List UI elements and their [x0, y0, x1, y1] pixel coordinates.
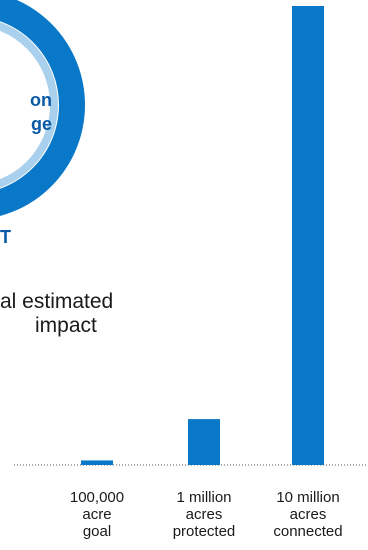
category-label-0-line-2: goal [82, 523, 112, 540]
category-label-2: 10 million acres connected [266, 489, 350, 540]
impact-subtitle-line-2: impact [35, 314, 97, 337]
impact-subtitle-line-1: al estimated [0, 290, 114, 313]
category-label-1-line-1: acres [185, 506, 223, 523]
impact-subtitle: al estimated impact [0, 290, 150, 338]
bar-1 [188, 419, 220, 465]
category-label-2-line-2: connected [273, 523, 343, 540]
ring-outer [0, 0, 85, 217]
category-label-0: 100,000 acre goal [55, 489, 139, 540]
category-label-2-line-0: 10 million [276, 489, 340, 506]
category-label-2-line-1: acres [289, 506, 327, 523]
ring-inner [0, 22, 58, 188]
category-label-1-line-2: protected [172, 523, 236, 540]
ring-label-line-1: on [30, 90, 52, 110]
category-label-0-line-0: 100,000 [69, 489, 125, 506]
category-label-1-line-0: 1 million [176, 489, 232, 506]
category-label-0-line-1: acre [82, 506, 112, 523]
bar-2 [292, 6, 324, 465]
impact-heading: T [0, 227, 11, 247]
category-label-1: 1 million acres protected [162, 489, 246, 540]
ring-label: on ge [0, 88, 52, 136]
bar-0 [81, 460, 113, 465]
ring-label-line-2: ge [30, 114, 52, 134]
